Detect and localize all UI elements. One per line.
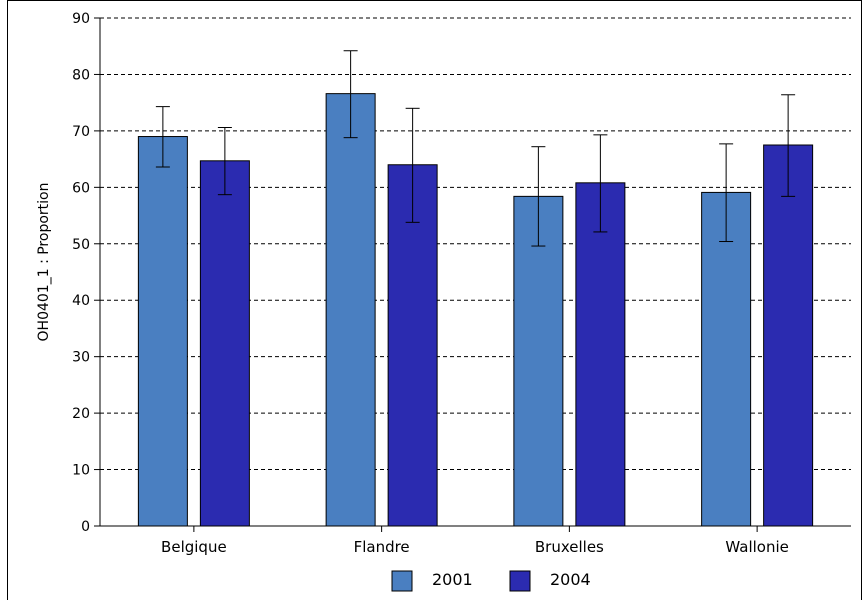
bars [137, 93, 814, 527]
x-tick-label-flandre: Flandre [354, 538, 410, 556]
y-tick-label: 80 [72, 67, 90, 83]
bar-bruxelles-2004 [575, 182, 626, 527]
legend-item-2001[interactable]: 2001 [391, 570, 473, 592]
chart-frame [7, 0, 862, 600]
error-bars [155, 50, 796, 247]
bar-flandre-2004 [387, 164, 438, 527]
y-tick-label: 70 [72, 124, 90, 140]
x-tick-label-bruxelles: Bruxelles [535, 538, 604, 556]
y-tick-label: 20 [72, 406, 90, 422]
y-axis-label: OH0401_1 : Proportion [36, 183, 52, 342]
tick-labels: 0 10 20 30 40 50 60 70 80 90 Belgique Flandre Bruxel… [72, 11, 789, 556]
y-tick-label: 30 [72, 350, 90, 366]
bar-wallonie-2004 [763, 144, 814, 527]
y-tick-label: 90 [72, 11, 90, 27]
y-tick-label: 0 [81, 519, 90, 535]
legend-label-2004: 2004 [550, 570, 591, 589]
y-tick-label: 60 [72, 180, 90, 196]
x-tick-label-belgique: Belgique [161, 538, 227, 556]
y-tick-label: 50 [72, 237, 90, 253]
legend-item-2004[interactable]: 2004 [509, 570, 591, 592]
bar-belgique-2001 [137, 136, 188, 527]
bar-wallonie-2001 [701, 191, 752, 527]
legend-label-2001: 2001 [432, 570, 473, 589]
legend-swatch-2004 [509, 570, 531, 592]
x-tick-label-wallonie: Wallonie [725, 538, 788, 556]
axes [94, 17, 851, 532]
legend[interactable]: 2001 2004 [391, 570, 591, 592]
legend-swatch-2001 [391, 570, 413, 592]
y-tick-label: 10 [72, 463, 90, 479]
bar-flandre-2001 [325, 93, 376, 527]
bar-belgique-2004 [199, 160, 250, 527]
y-tick-label: 40 [72, 293, 90, 309]
